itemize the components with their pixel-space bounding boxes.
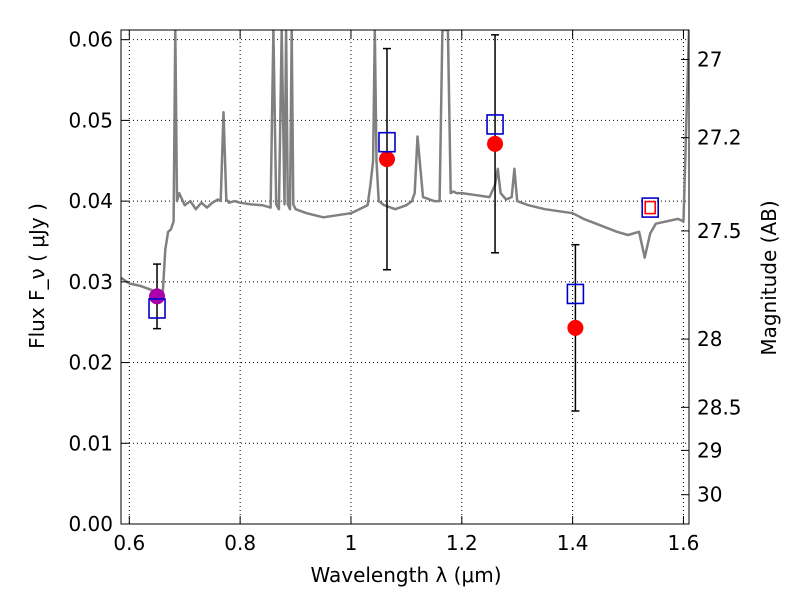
y-tick-label: 0.00 <box>68 512 113 536</box>
plot-clip-group <box>121 30 689 412</box>
plot-frame <box>120 29 690 525</box>
model-point <box>641 197 660 218</box>
model-point <box>566 283 585 305</box>
x-tick-label: 1 <box>345 531 358 555</box>
y-tick-label: 0.03 <box>68 270 113 294</box>
mag-tick-label: 28 <box>697 327 722 351</box>
observed-point <box>378 151 395 168</box>
x-tick-label: 0.8 <box>224 531 256 555</box>
x-axis-label: Wavelength λ (μm) <box>310 563 501 587</box>
x-tick-label: 1.4 <box>557 531 589 555</box>
y-tick-label: 0.02 <box>68 351 113 375</box>
y-tick-label: 0.04 <box>68 189 113 213</box>
mag-tick-label: 29 <box>697 438 722 462</box>
y-tick-label: 0.05 <box>68 108 113 132</box>
mag-tick-label: 27 <box>697 48 722 72</box>
spectrum-line <box>121 30 689 301</box>
y-tick-label: 0.06 <box>68 28 113 52</box>
plot-area <box>121 30 689 412</box>
model-point <box>486 114 504 135</box>
y-axis-label: Flux F_ν ( μJy ) <box>25 203 49 349</box>
mag-tick-label: 27.5 <box>697 219 742 243</box>
mag-tick-label: 28.5 <box>697 395 742 419</box>
model-point <box>148 298 166 319</box>
x-tick-label: 0.6 <box>113 531 145 555</box>
observed-point-open <box>644 200 657 215</box>
observed-point <box>149 288 166 305</box>
y-tick-label: 0.01 <box>68 431 113 455</box>
grid <box>121 30 689 524</box>
observed-point <box>567 319 584 336</box>
axes: 0.6 0.8 1 1.2 1.4 1.6 0.00 0.01 0.02 0.03 0.04 0.05… <box>68 28 741 555</box>
x-tick-label: 1.6 <box>668 531 700 555</box>
mag-tick-label: 30 <box>697 483 722 507</box>
y2-axis-label: Magnitude (AB) <box>757 200 781 355</box>
observed-point <box>487 135 504 152</box>
mag-tick-label: 27.2 <box>697 126 742 150</box>
x-tick-label: 1.2 <box>446 531 478 555</box>
model-point <box>378 131 396 153</box>
